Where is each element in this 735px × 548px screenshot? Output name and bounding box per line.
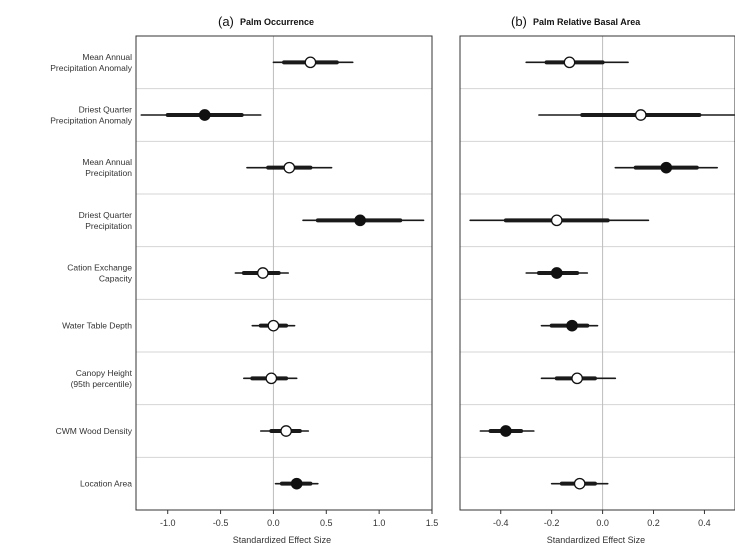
x-tick-label: 0.0: [596, 518, 609, 528]
x-tick-label: 1.0: [373, 518, 386, 528]
estimate-point-significant: [550, 267, 563, 279]
x-tick-label: 0.2: [647, 518, 660, 528]
estimate-point-significant: [354, 214, 366, 227]
x-tick-label: 0.5: [320, 518, 333, 528]
estimate-point-significant: [499, 425, 512, 437]
estimate-point-nonsignificant: [563, 56, 576, 69]
estimate-point-significant: [566, 319, 578, 332]
estimate-point-nonsignificant: [257, 267, 269, 279]
estimate-point-nonsignificant: [283, 161, 296, 174]
panel-a-title: Palm Occurrence: [240, 17, 314, 27]
panel-frame: [135, 35, 433, 511]
panel-b-letter: (b): [511, 14, 527, 29]
predictor-label-line: CWM Wood Density: [56, 426, 133, 436]
predictor-label-line: Precipitation Anomaly: [50, 63, 132, 73]
predictor-label-line: Precipitation Anomaly: [50, 116, 132, 126]
panel-a-plot-area: -1.0 -0.5 0.0 0.5 1.0 1.5: [135, 35, 439, 528]
predictor-label-line: (95th percentile): [71, 379, 133, 389]
predictor-label-line: Mean Annual: [82, 52, 132, 62]
estimate-point-nonsignificant: [571, 372, 583, 385]
x-tick-label: -0.4: [493, 518, 509, 528]
estimate-point-significant: [660, 161, 673, 174]
estimate-point-nonsignificant: [265, 372, 278, 385]
x-tick-label: -0.5: [213, 518, 229, 528]
estimate-point-nonsignificant: [304, 56, 317, 69]
predictor-label-line: Precipitation: [85, 168, 132, 178]
x-tick-label: -1.0: [160, 518, 176, 528]
predictor-label-line: Capacity: [99, 274, 133, 284]
panel-a-letter: (a): [218, 14, 234, 29]
estimate-point-significant: [198, 109, 211, 121]
predictor-label-line: Water Table Depth: [62, 321, 132, 331]
estimate-point-nonsignificant: [280, 425, 292, 437]
panel-b-x-axis-title: Standardized Effect Size: [547, 535, 645, 545]
x-tick-label: 0.0: [267, 518, 280, 528]
panel-b-palm-relative-basal-area: (b) Palm Relative Basal Area -0.4 -0.2 0.0…: [459, 14, 735, 545]
panel-b-plot-area: -0.4 -0.2 0.0 0.2 0.4: [459, 35, 735, 528]
estimate-point-nonsignificant: [267, 319, 280, 332]
estimate-point-nonsignificant: [550, 214, 563, 227]
predictor-label-line: Cation Exchange: [67, 263, 132, 273]
panel-a-palm-occurrence: (a) Palm Occurrence -1.0 -0.5 0.0 0.5 1.0 1.5…: [135, 14, 439, 545]
x-tick-label: -0.2: [544, 518, 560, 528]
x-tick-label: 0.4: [698, 518, 711, 528]
panel-a-x-axis-title: Standardized Effect Size: [233, 535, 331, 545]
predictor-label-line: Location Area: [80, 479, 132, 489]
predictor-label-line: Mean Annual: [82, 157, 132, 167]
estimate-point-nonsignificant: [634, 109, 647, 121]
estimate-point-nonsignificant: [573, 477, 586, 490]
predictor-label-line: Driest Quarter: [79, 210, 133, 220]
estimate-point-significant: [290, 477, 303, 490]
panel-b-title: Palm Relative Basal Area: [533, 17, 641, 27]
panel-frame: [459, 35, 735, 511]
x-tick-label: 1.5: [426, 518, 439, 528]
predictor-label-line: Precipitation: [85, 221, 132, 231]
predictor-label-line: Canopy Height: [76, 368, 133, 378]
predictor-label-line: Driest Quarter: [79, 105, 133, 115]
